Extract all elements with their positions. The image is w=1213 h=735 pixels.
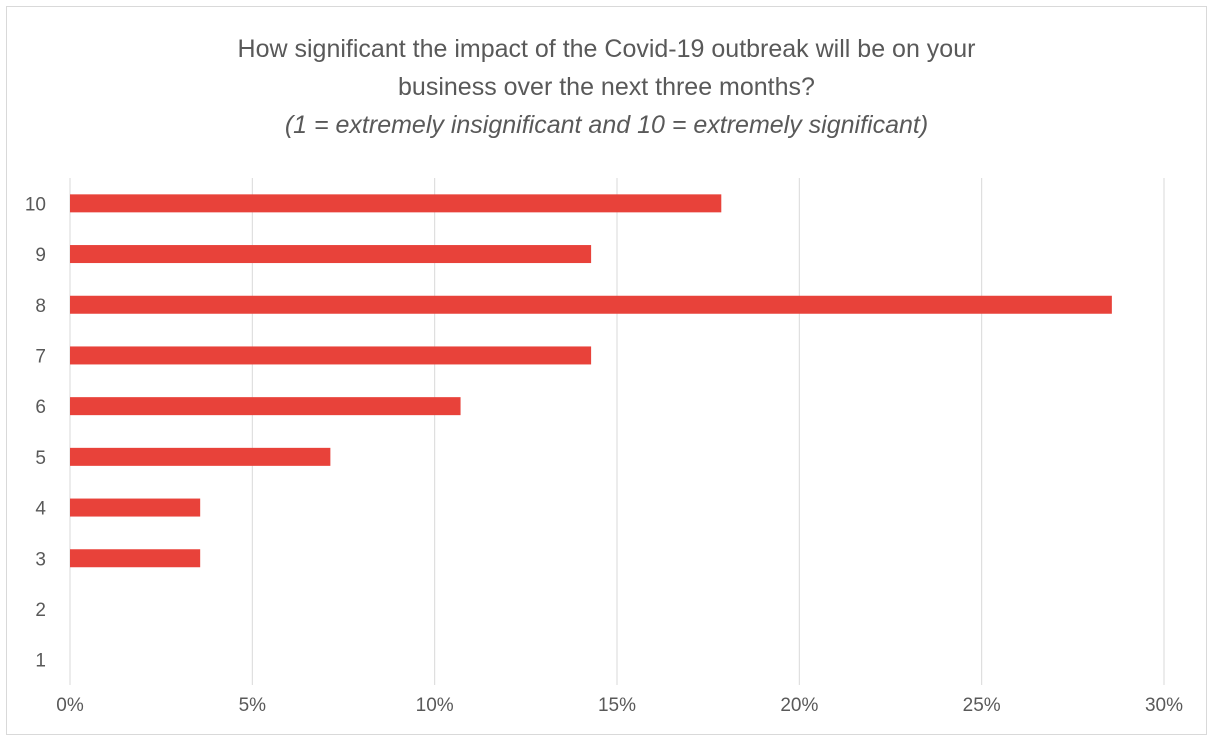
y-tick-label: 4 <box>35 499 46 520</box>
bar <box>70 194 722 213</box>
chart-title-line-1: How significant the impact of the Covid-… <box>237 35 976 63</box>
bar <box>70 295 1112 314</box>
y-tick-label: 3 <box>35 549 46 570</box>
x-tick-label: 0% <box>56 695 84 716</box>
chart-title-line-2: business over the next three months? <box>398 73 815 101</box>
chart-title: How significant the impact of the Covid-… <box>0 30 1213 144</box>
x-tick-label: 5% <box>239 695 267 716</box>
y-tick-label: 7 <box>35 346 46 367</box>
x-tick-label: 30% <box>1145 695 1183 716</box>
bar <box>70 245 592 264</box>
y-tick-label: 10 <box>25 194 46 215</box>
chart-subtitle: (1 = extremely insignificant and 10 = ex… <box>284 111 929 139</box>
bar <box>70 549 201 568</box>
bar <box>70 397 461 416</box>
y-tick-label: 9 <box>35 245 46 266</box>
x-tick-label: 15% <box>598 695 636 716</box>
y-tick-label: 2 <box>35 600 46 621</box>
bar <box>70 346 592 365</box>
bar <box>70 498 201 517</box>
y-tick-label: 1 <box>35 651 46 672</box>
x-tick-label: 10% <box>416 695 454 716</box>
y-tick-label: 8 <box>35 296 46 317</box>
x-tick-label: 25% <box>963 695 1001 716</box>
x-tick-label: 20% <box>780 695 818 716</box>
y-tick-label: 6 <box>35 397 46 418</box>
bar <box>70 447 331 466</box>
y-tick-label: 5 <box>35 448 46 469</box>
chart-frame <box>6 6 1207 735</box>
